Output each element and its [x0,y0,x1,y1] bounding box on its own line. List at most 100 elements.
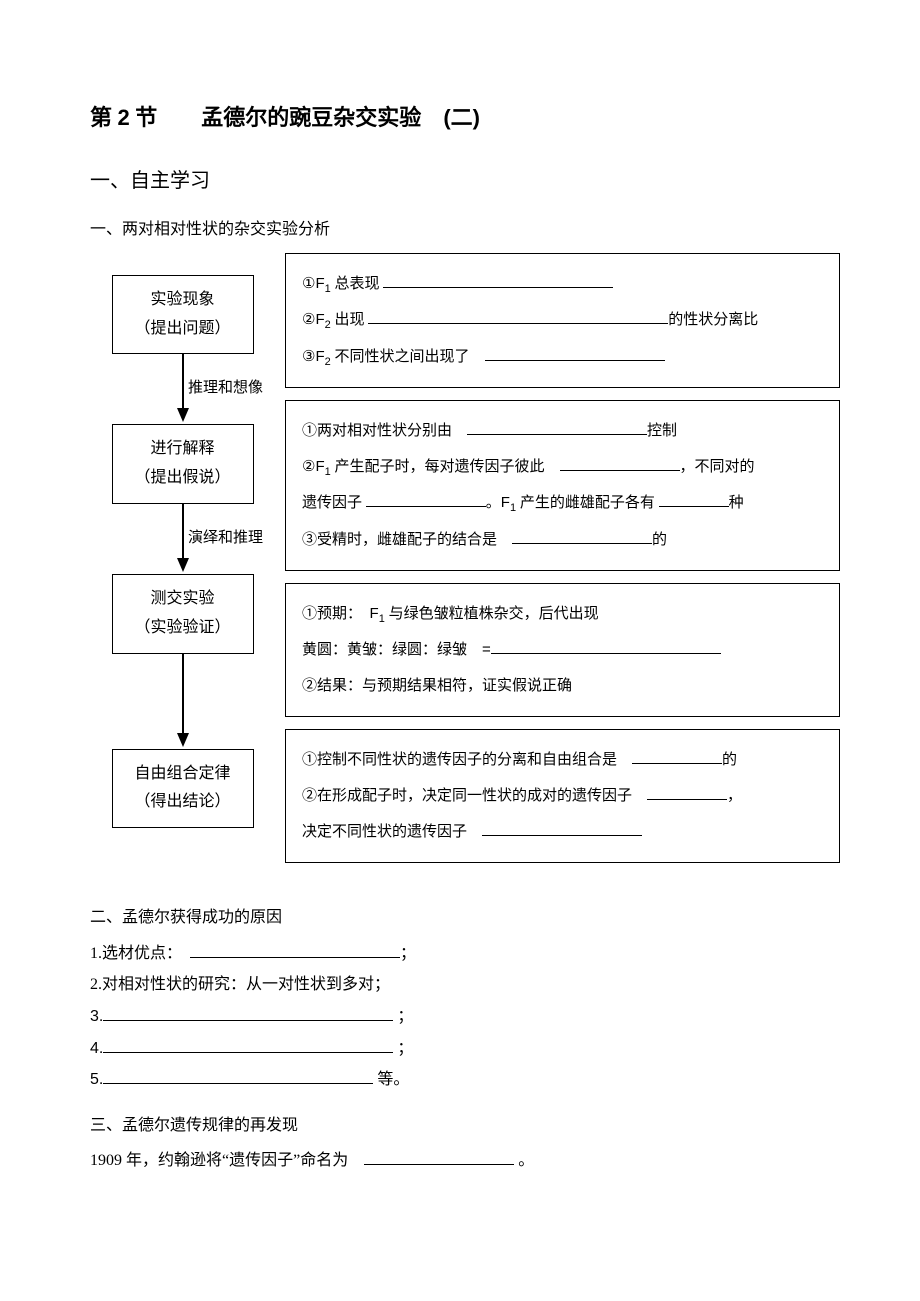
stage1-line2: （提出问题） [113,315,253,344]
text: ， [727,788,742,804]
text: 4. [90,1040,103,1057]
stage4-line2: （得出结论） [113,788,253,817]
info-box-3: ①预期： F1 与绿色皱粒植株杂交，后代出现 黄圆：黄皱：绿圆：绿皱 = ②结果… [285,583,840,717]
gap [497,532,512,548]
section3-heading: 三、孟德尔遗传规律的再发现 [90,1113,840,1139]
gap [545,459,560,475]
box3-line2: 黄圆：黄皱：绿圆：绿皱 = [302,632,823,668]
gap [632,788,647,804]
section3-line: 1909 年，约翰逊将“遗传因子”命名为 。 [90,1148,840,1174]
text: F [370,605,379,622]
box2-line2: ②F1 产生配子时，每对遗传因子彼此 ，不同对的 [302,449,823,485]
box2-line3: 遗传因子 。F1 产生的雌雄配子各有 种 [302,485,823,521]
reason-3: 3. ； [90,1004,840,1030]
gap [174,945,190,962]
text: 产生的雌雄配子各有 [516,495,659,511]
text: ①两对相对性状分别由 [302,423,452,439]
text: F [315,458,324,475]
text: 的性状分离比 [668,312,758,328]
arrow1-label: 推理和想像 [188,376,263,400]
blank [659,506,729,507]
title-gap [157,105,201,130]
text: ①预期： [302,606,362,622]
text: ③受精时，雌雄配子的结合是 [302,532,497,548]
box2-line1: ①两对相对性状分别由 控制 [302,413,823,449]
title-prefix: 第 [90,105,112,130]
title-inner: 二 [451,105,473,130]
arrow-3 [90,654,275,749]
text: ，不同对的 [680,459,755,475]
reason-4: 4. ； [90,1036,840,1062]
reason-1: 1.选材优点： ； [90,941,840,967]
blank [485,360,665,361]
flow-diagram: 实验现象 （提出问题） 推理和想像 进行解释 （提出假说） 演绎和推理 测交实验… [90,253,840,875]
text: 总表现 [331,276,384,292]
box4-line2: ②在形成配子时，决定同一性状的成对的遗传因子 ， [302,778,823,814]
text: 1909 年，约翰逊将“遗传因子”命名为 [90,1152,348,1169]
box2-line4: ③受精时，雌雄配子的结合是 的 [302,522,823,558]
gap [348,1152,364,1169]
text: 黄圆：黄皱：绿圆：绿皱 [302,642,467,658]
blank [368,323,668,324]
document-title: 第 2 节 孟德尔的豌豆杂交实验 (二) [90,100,840,135]
stage4-line1: 自由组合定律 [113,760,253,789]
text: 决定不同性状的遗传因子 [302,824,467,840]
stage-box-4: 自由组合定律 （得出结论） [112,749,254,829]
gap [452,423,467,439]
text: F [315,348,324,365]
text: 不同性状之间出现了 [331,349,470,365]
text: ②结果：与预期结果相符，证实假说正确 [302,678,572,694]
text: 。 [514,1152,534,1169]
text: 的 [652,532,667,548]
box4-line3: 决定不同性状的遗传因子 [302,814,823,850]
box3-line3: ②结果：与预期结果相符，证实假说正确 [302,668,823,704]
blank [364,1164,514,1165]
text: 。 [486,495,501,511]
title-number: 2 [118,105,130,130]
text: 控制 [647,423,677,439]
info-box-2: ①两对相对性状分别由 控制 ②F1 产生配子时，每对遗传因子彼此 ，不同对的 遗… [285,400,840,571]
text: ②在形成配子时，决定同一性状的成对的遗传因子 [302,788,632,804]
text: F [501,494,510,511]
title-space [421,105,443,130]
text: 遗传因子 [302,495,366,511]
text: ③ [302,349,315,365]
blank [512,543,652,544]
title-suffix: 节 [135,105,157,130]
text: ； [397,1008,413,1025]
title-main: 孟德尔的豌豆杂交实验 [201,105,421,130]
arrow2-label: 演绎和推理 [188,526,263,550]
blank [383,287,613,288]
text: ； [400,945,416,962]
stage-box-2: 进行解释 （提出假说） [112,424,254,504]
text: 出现 [331,312,369,328]
box1-line3: ③F2 不同性状之间出现了 [302,339,823,375]
down-arrow-icon [168,654,198,749]
reason-5: 5. 等。 [90,1067,840,1093]
section2-heading: 二、孟德尔获得成功的原因 [90,905,840,931]
reasons-list: 1.选材优点： ； 2.对相对性状的研究：从一对性状到多对； 3. ； 4. ；… [90,941,840,1093]
title-paren-close: ) [473,105,480,130]
text: 1.选材优点： [90,945,174,962]
blank [103,1052,393,1053]
text: 产生配子时，每对遗传因子彼此 [331,459,545,475]
blank [103,1083,373,1084]
gap [470,349,485,365]
blank [491,653,721,654]
text: ①控制不同性状的遗传因子的分离和自由组合是 [302,752,617,768]
blank [632,763,722,764]
gap [467,642,482,658]
stage-box-3: 测交实验 （实验验证） [112,574,254,654]
stage3-line2: （实验验证） [113,614,253,643]
stage2-line2: （提出假说） [113,464,253,493]
text: F [315,311,324,328]
text: ② [302,312,315,328]
text: 3. [90,1008,103,1025]
text: 种 [729,495,744,511]
blank [366,506,486,507]
text: ； [397,1040,413,1057]
text: 与绿色皱粒植株杂交，后代出现 [385,606,599,622]
box1-line2: ②F2 出现 的性状分离比 [302,302,823,338]
box4-line1: ①控制不同性状的遗传因子的分离和自由组合是 的 [302,742,823,778]
blank [467,434,647,435]
